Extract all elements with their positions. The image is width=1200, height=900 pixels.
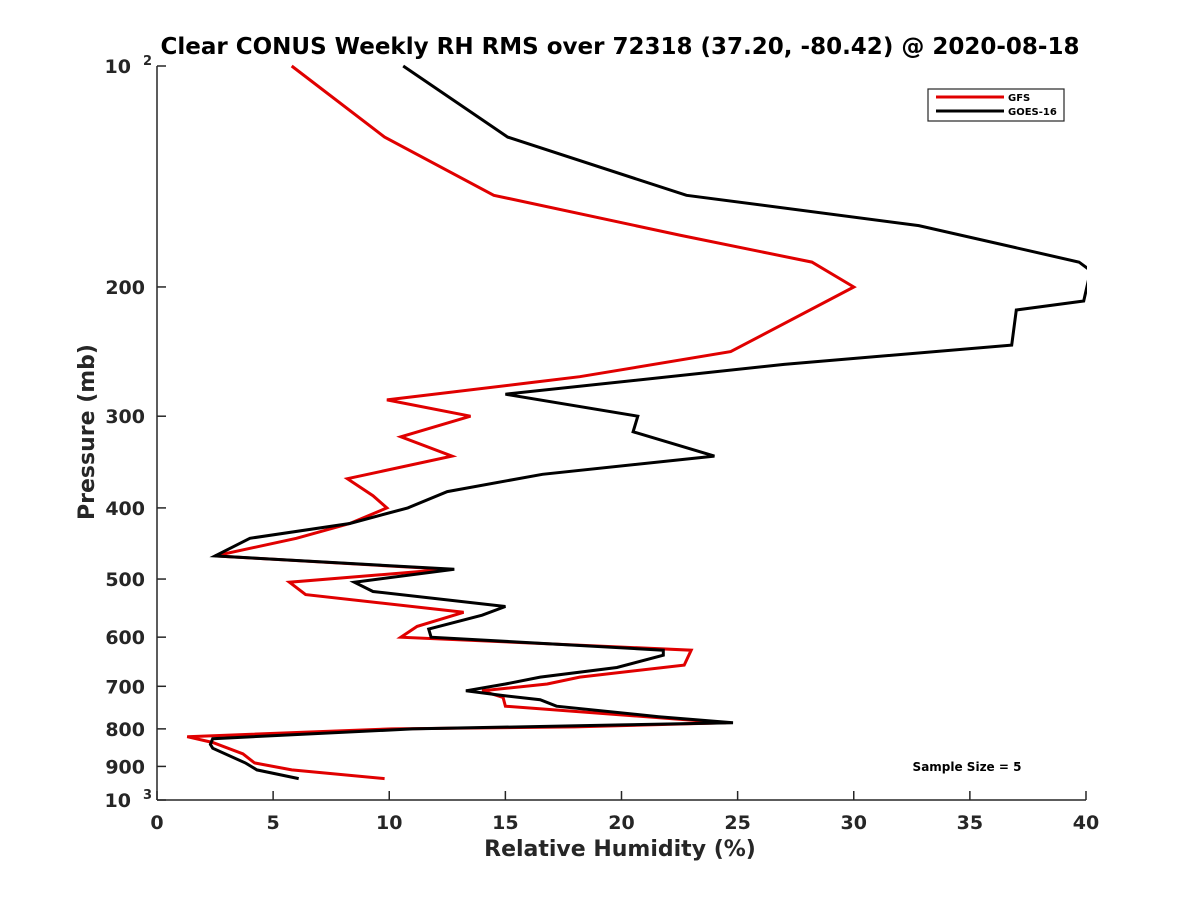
legend-label: GFS (1008, 93, 1030, 104)
y-tick-label: 800 (105, 719, 145, 741)
series-line-goes-16 (208, 64, 1087, 781)
axes: 0 5 10 15 20 25 30 35 40 10 2 200 300 400 500 600 700 800… (105, 54, 1100, 834)
y-tick-label: 900 (105, 756, 145, 778)
y-axis-label: Pressure (mb) (75, 344, 100, 520)
y-tick-label: 10 (105, 56, 131, 78)
chart-title: Clear CONUS Weekly RH RMS over 72318 (37… (161, 34, 1080, 60)
legend-label: GOES-16 (1008, 107, 1057, 118)
y-tick-label: 400 (105, 498, 145, 520)
legend-box (927, 88, 1065, 122)
x-tick-label: 30 (841, 812, 867, 834)
x-tick-label: 35 (957, 812, 983, 834)
series-line-gfs (186, 64, 857, 781)
y-tick-label: 300 (105, 406, 145, 428)
x-tick-label: 5 (267, 812, 280, 834)
y-tick-exponent: 2 (143, 54, 152, 69)
x-tick-label: 10 (376, 812, 402, 834)
x-tick-label: 15 (492, 812, 518, 834)
sample-size-annotation: Sample Size = 5 (913, 760, 1022, 774)
y-tick-exponent: 3 (143, 788, 152, 803)
y-tick-label: 600 (105, 627, 145, 649)
x-tick-label: 25 (724, 812, 750, 834)
x-axis-label: Relative Humidity (%) (484, 837, 756, 862)
y-tick-label: 200 (105, 277, 145, 299)
y-tick-label: 500 (105, 569, 145, 591)
legend: GFS GOES-16 (927, 88, 1065, 122)
x-tick-label: 20 (608, 812, 634, 834)
y-tick-label: 10 (105, 790, 131, 812)
x-tick-label: 0 (150, 812, 163, 834)
y-tick-label: 700 (105, 676, 145, 698)
x-tick-label: 40 (1073, 812, 1099, 834)
plot-lines (186, 64, 1087, 781)
